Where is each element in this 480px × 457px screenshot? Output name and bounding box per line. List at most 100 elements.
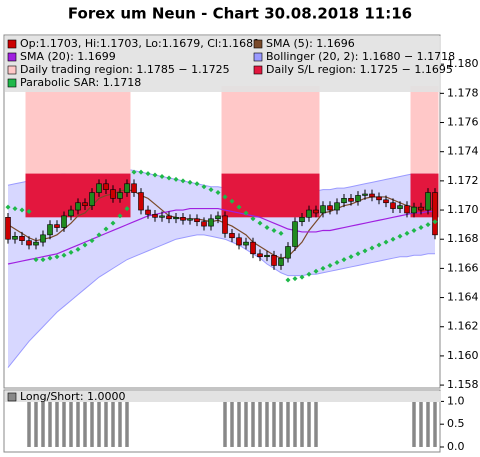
candle-body: [222, 215, 228, 234]
y-tick-label: 1.176: [447, 116, 479, 129]
candle-body: [110, 189, 116, 199]
bar: [27, 401, 31, 447]
sar-dot: [61, 252, 67, 258]
candle-body: [96, 183, 102, 193]
bar: [97, 401, 101, 447]
legend-label: Op:1.1703, Hi:1.1703, Lo:1.1679, Cl:1.16…: [20, 37, 260, 50]
candle-body: [348, 198, 354, 202]
sar-dot: [96, 232, 102, 238]
bar: [300, 401, 304, 447]
sar-dot: [355, 251, 361, 257]
sar-dot: [299, 274, 305, 280]
region: [410, 86, 439, 174]
candle-body: [236, 237, 242, 246]
sar-dot: [369, 245, 375, 251]
legend-box: [5, 36, 441, 92]
candle-body: [61, 215, 67, 228]
sar-dot: [278, 230, 284, 236]
candle-body: [103, 183, 109, 190]
sar-dot: [138, 169, 144, 175]
legend-swatch: [7, 392, 17, 402]
bar: [55, 401, 59, 447]
candle-body: [383, 199, 389, 204]
sar-dot: [89, 238, 95, 244]
candle-body: [411, 206, 417, 214]
candle-body: [327, 205, 333, 211]
candle-body: [47, 224, 53, 236]
legend-label: Daily S/L region: 1.1725 − 1.1695: [266, 63, 453, 76]
sar-dot: [243, 210, 249, 216]
y-tick-label: 1.170: [447, 203, 479, 216]
sar-dot: [397, 233, 403, 239]
bar: [118, 401, 122, 447]
candle-body: [166, 215, 172, 220]
legend-swatch: [7, 39, 17, 49]
candle-body: [40, 234, 46, 243]
candle-body: [397, 205, 403, 209]
sar-dot: [320, 265, 326, 271]
legend-label: Daily trading region: 1.1785 − 1.1725: [20, 63, 230, 76]
y-tick-label: 1.166: [447, 261, 479, 274]
sar-dot: [215, 190, 221, 196]
sar-dot: [390, 236, 396, 242]
sar-dot: [124, 206, 130, 212]
candle-body: [355, 195, 361, 202]
candle-body: [306, 209, 312, 218]
sar-dot: [376, 242, 382, 248]
candle-body: [362, 193, 368, 196]
candle-body: [299, 217, 305, 223]
bar: [34, 401, 38, 447]
sar-dot: [131, 169, 137, 175]
sar-dot: [327, 262, 333, 268]
bar: [223, 401, 227, 447]
region: [221, 86, 320, 174]
candle-body: [215, 215, 221, 220]
sar-dot: [194, 181, 200, 187]
bar: [293, 401, 297, 447]
sar-dot: [222, 194, 228, 200]
sar-dot: [362, 248, 368, 254]
sar-dot: [180, 178, 186, 184]
sar-dot: [292, 276, 298, 282]
candle-body: [201, 221, 207, 227]
candle-body: [131, 183, 137, 193]
bar: [426, 401, 430, 447]
bollinger-band: [8, 169, 435, 368]
region: [25, 86, 131, 174]
y-tick-label: 1.174: [447, 145, 479, 158]
bar: [279, 401, 283, 447]
bar: [69, 401, 73, 447]
sar-dot: [264, 225, 270, 231]
sar-dot: [159, 173, 165, 179]
sar-dot: [250, 216, 256, 222]
sar-dot: [26, 209, 32, 214]
sar-dot: [341, 257, 347, 263]
y-tick-label: 1.160: [447, 349, 479, 362]
bar: [433, 401, 437, 447]
plot-frame: [3, 34, 441, 389]
legend-swatch: [253, 52, 263, 62]
legend-swatch: [7, 52, 17, 62]
bar: [272, 401, 276, 447]
legend-label: Long/Short: 1.0000: [20, 390, 126, 403]
candle-body: [89, 192, 95, 206]
y-tick-label: 1.178: [447, 86, 479, 99]
candle-body: [54, 224, 60, 228]
candle-body: [82, 202, 88, 206]
sar-dot: [425, 222, 431, 228]
candle-body: [173, 217, 179, 220]
bar: [258, 401, 262, 447]
sar-dot: [236, 204, 242, 210]
bar: [76, 401, 80, 447]
sar-dot: [40, 257, 46, 263]
sar-dot: [208, 187, 214, 193]
candle-body: [320, 205, 326, 214]
bar: [104, 401, 108, 447]
sar-dot: [334, 260, 340, 266]
y-tick-label: 1.0: [447, 394, 465, 407]
bar: [230, 401, 234, 447]
sar-dot: [75, 246, 81, 252]
sar-dot: [348, 254, 354, 260]
sar-dot: [411, 227, 417, 233]
bar: [265, 401, 269, 447]
